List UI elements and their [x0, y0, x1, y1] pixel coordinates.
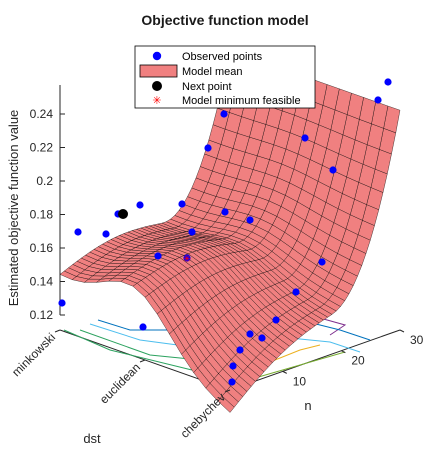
n-tick-label: 30	[410, 333, 424, 347]
observed-point	[139, 323, 147, 331]
dst-tick-label-euclidean: euclidean	[97, 360, 143, 406]
observed-point	[236, 346, 244, 354]
model-minimum-marker: ✳	[183, 254, 191, 265]
observed-point	[301, 134, 309, 142]
observed-point	[228, 378, 236, 386]
n-axis-line	[229, 329, 401, 391]
observed-point	[58, 299, 66, 307]
n-tick-label: 20	[351, 354, 365, 368]
legend-model-mean-label: Model mean	[182, 66, 243, 78]
z-tick-label: 0.18	[30, 208, 54, 222]
legend-minimum-marker: ✳	[152, 94, 161, 107]
contour-line	[289, 337, 361, 353]
legend-model-mean-marker	[139, 64, 178, 78]
observed-point	[220, 110, 228, 118]
dst-axis-label: dst	[83, 431, 101, 446]
observed-point	[292, 288, 300, 296]
z-tick-label: 0.16	[30, 241, 54, 255]
observed-points: ✳	[58, 78, 392, 386]
dst-tick-label-minkowski: minkowski	[9, 330, 58, 379]
observed-point	[221, 208, 229, 216]
z-tick-label: 0.24	[30, 107, 54, 121]
observed-point	[246, 330, 254, 338]
observed-point	[136, 201, 144, 209]
observed-point	[272, 316, 280, 324]
observed-point	[229, 362, 237, 370]
observed-point	[183, 254, 191, 262]
observed-point	[374, 96, 382, 104]
legend-next-point-label: Next point	[182, 81, 232, 93]
n-tick-mark	[282, 370, 287, 374]
z-tick-label: 0.12	[30, 308, 54, 322]
dst-tick-mark	[54, 329, 61, 333]
observed-point	[329, 166, 337, 174]
observed-point	[384, 78, 392, 86]
z-tick-labels: 0.12 0.14 0.16 0.18 0.2 0.22 0.24	[30, 107, 65, 322]
n-tick-mark	[399, 329, 405, 333]
legend-observed-marker	[152, 51, 162, 61]
chart-title: Objective function model	[141, 12, 308, 28]
dst-tick-label-chebychev: chebychev	[178, 390, 228, 440]
z-tick-label: 0.14	[30, 275, 54, 289]
model-mean-surface	[59, 49, 401, 413]
observed-point	[204, 144, 212, 152]
z-tick-label: 0.2	[36, 174, 53, 188]
legend: Observed points Model mean Next point ✳ …	[134, 45, 316, 109]
dst-tick-mark	[224, 389, 231, 393]
observed-point	[246, 216, 254, 224]
observed-point	[178, 200, 186, 208]
observed-point	[154, 252, 162, 260]
y-axis-label: Estimated objective function value	[6, 110, 21, 307]
contour-line	[254, 351, 346, 379]
dst-tick-mark	[139, 359, 146, 363]
z-tick-label: 0.22	[30, 141, 54, 155]
next-point	[118, 209, 128, 219]
n-axis-label: n	[304, 398, 311, 413]
observed-point	[258, 334, 266, 342]
n-tick-mark	[341, 350, 346, 354]
legend-observed-label: Observed points	[182, 51, 263, 63]
n-tick-label: 10	[293, 374, 307, 388]
observed-point	[74, 228, 82, 236]
observed-point	[318, 258, 326, 266]
legend-next-point-marker	[152, 81, 162, 91]
observed-point	[102, 230, 110, 238]
n-tick-labels: 10 20 30	[282, 329, 424, 388]
legend-minimum-label: Model minimum feasible	[182, 95, 301, 107]
observed-point	[188, 228, 196, 236]
